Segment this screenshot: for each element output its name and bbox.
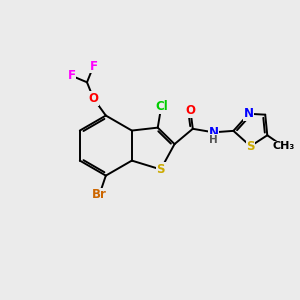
- Text: O: O: [88, 92, 98, 105]
- Text: O: O: [185, 104, 195, 117]
- Text: H: H: [209, 135, 218, 145]
- Text: N: N: [244, 107, 254, 120]
- Text: F: F: [89, 60, 98, 73]
- Text: S: S: [246, 140, 255, 153]
- Text: Br: Br: [92, 188, 107, 201]
- Text: CH₃: CH₃: [272, 142, 295, 152]
- Text: N: N: [208, 126, 218, 140]
- Text: F: F: [68, 69, 76, 82]
- Text: Cl: Cl: [155, 100, 168, 113]
- Text: S: S: [156, 163, 165, 176]
